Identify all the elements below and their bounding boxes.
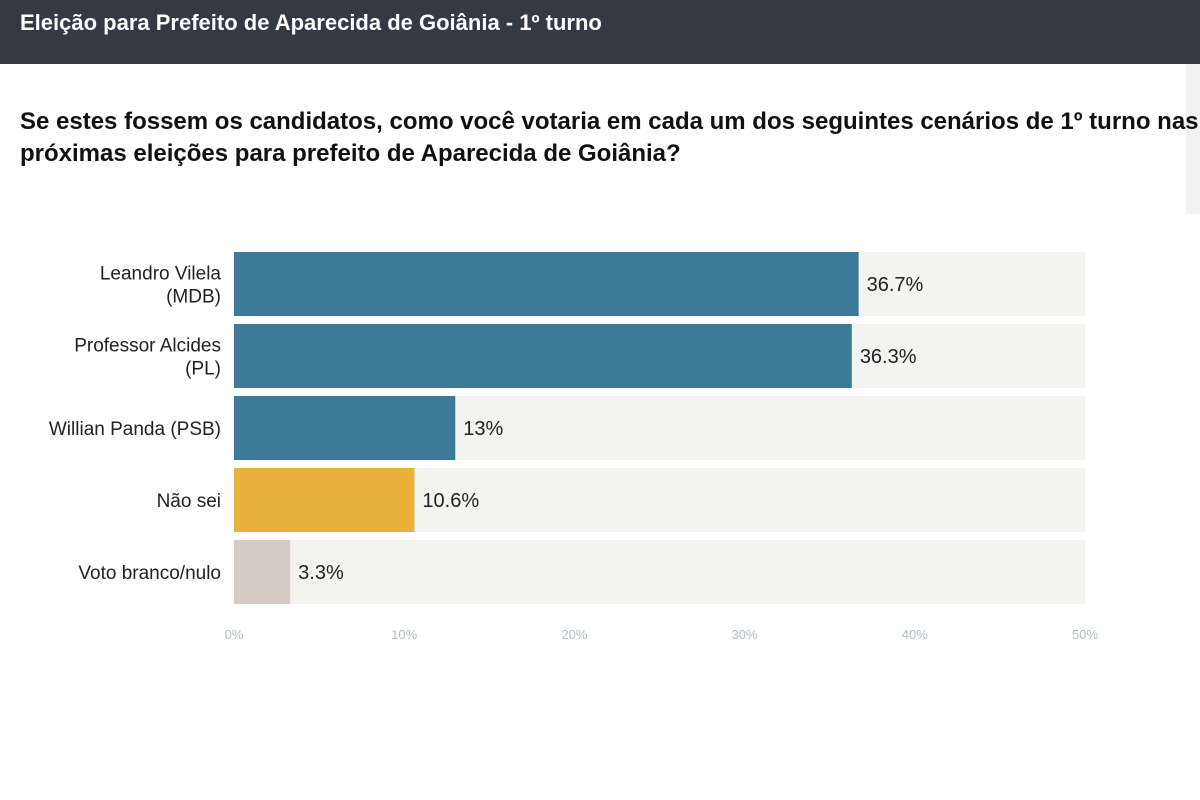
category-label: Não sei — [157, 491, 221, 512]
x-tick-label: 40% — [902, 627, 928, 642]
category-label: Professor Alcides — [74, 336, 221, 357]
x-tick-label: 0% — [225, 627, 244, 642]
data-label: 36.7% — [867, 274, 924, 296]
bar — [234, 396, 456, 460]
header-bar: Eleição para Prefeito de Aparecida de Go… — [0, 0, 1200, 64]
question-line-1: Se estes fossem os candidatos, como você… — [20, 108, 1199, 135]
data-label: 10.6% — [422, 490, 479, 512]
category-label: Willian Panda (PSB) — [49, 419, 221, 440]
x-tick-label: 30% — [732, 627, 758, 642]
category-label: Leandro Vilela — [100, 264, 222, 285]
data-label: 36.3% — [860, 346, 917, 368]
bar — [234, 468, 415, 532]
category-label: Voto branco/nulo — [78, 563, 221, 584]
question-text: Se estes fossem os candidatos, como você… — [20, 106, 1200, 170]
bar-track — [234, 540, 1085, 604]
bar — [234, 252, 859, 316]
category-label: (MDB) — [166, 287, 221, 308]
question-line-2: próximas eleições para prefeito de Apare… — [20, 140, 681, 167]
bar — [234, 540, 291, 604]
category-label: (PL) — [185, 359, 221, 380]
page-title: Eleição para Prefeito de Aparecida de Go… — [20, 10, 602, 35]
x-tick-label: 20% — [561, 627, 587, 642]
scrollbar[interactable] — [1186, 64, 1200, 214]
bar — [234, 324, 852, 388]
data-label: 3.3% — [298, 562, 344, 584]
data-label: 13% — [463, 418, 503, 440]
x-tick-label: 50% — [1072, 627, 1098, 642]
x-tick-label: 10% — [391, 627, 417, 642]
